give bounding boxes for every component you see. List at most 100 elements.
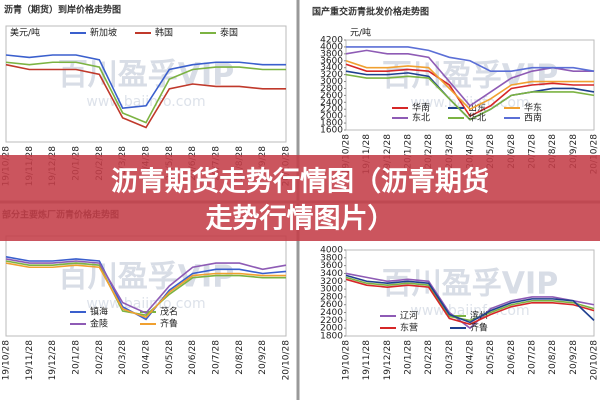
x-tick-label: 20/5/28	[486, 134, 496, 169]
legend-label: 西南	[524, 112, 542, 124]
series-line	[345, 60, 594, 111]
legend-label: 东营	[400, 322, 418, 334]
plot-frame	[5, 25, 287, 143]
banner-band	[0, 155, 600, 241]
y-tick-label: 2200	[320, 316, 343, 326]
legend-label: 金陵	[90, 318, 108, 330]
series-line	[345, 278, 595, 326]
series-line	[345, 272, 595, 330]
x-tick-label: 19/10/28	[342, 134, 352, 175]
x-tick-label: 19/12/28	[48, 340, 58, 381]
x-tick-label: 20/10/28	[282, 340, 292, 381]
x-tick-label: 20/4/28	[142, 340, 152, 375]
charts: 百川盈孚VIPwww.baiinfo.com沥青（期货）到岸价格走势图美元/吨1…	[2, 4, 600, 381]
legend-label: 东北	[412, 112, 430, 124]
series-line	[5, 61, 286, 124]
legend-label: 齐鲁	[470, 322, 488, 334]
y-tick-label: 3800	[320, 49, 343, 59]
x-tick-label: 20/2/28	[424, 134, 434, 169]
series-line	[5, 260, 286, 317]
x-tick-label: 20/4/28	[466, 134, 476, 169]
series-line	[5, 258, 287, 315]
series-line	[345, 276, 595, 322]
y-tick-label: 3400	[320, 269, 343, 279]
chart-title: 国产重交沥青批发价格走势图	[312, 6, 429, 18]
series-line	[5, 63, 286, 129]
series-line	[5, 256, 287, 321]
x-tick-label: 20/6/28	[188, 340, 198, 375]
y-tick-label: 4200	[320, 36, 343, 46]
x-tick-label: 20/8/28	[235, 340, 245, 375]
chart-title: 沥青（期货）到岸价格走势图	[4, 4, 121, 16]
y-tick-label: 3400	[320, 63, 343, 73]
y-tick-label: 4000	[320, 246, 343, 256]
x-tick-label: 19/10/28	[2, 340, 12, 381]
plot-frame	[345, 249, 595, 337]
series-line	[345, 63, 594, 118]
x-tick-label: 20/10/28	[590, 134, 600, 175]
y-tick-label: 2000	[320, 112, 343, 122]
y-tick-label: 2000	[320, 324, 343, 334]
legend-label: 韩国	[155, 27, 173, 39]
x-tick-label: 20/4/28	[466, 340, 476, 375]
x-tick-label: 19/11/28	[25, 340, 35, 381]
y-tick-label: 3200	[320, 70, 343, 80]
x-tick-label: 19/11/28	[362, 340, 372, 381]
x-tick-label: 20/9/28	[569, 340, 579, 375]
y-tick-label: 3800	[320, 253, 343, 263]
x-tick-label: 20/8/28	[548, 134, 558, 169]
legend-label: 齐鲁	[160, 318, 178, 330]
x-tick-label: 20/9/28	[569, 134, 579, 169]
x-tick-label: 20/5/28	[486, 340, 496, 375]
legend-label: 泰国	[220, 27, 238, 39]
y-tick-label: 1600	[320, 126, 343, 136]
y-tick-label: 1800	[320, 332, 343, 342]
y-tick-label: 2400	[320, 98, 343, 108]
legend-label: 新加坡	[90, 27, 117, 39]
y-tick-label: 3000	[320, 285, 343, 295]
y-tick-label: 3600	[320, 261, 343, 271]
y-tick-label: 2200	[320, 105, 343, 115]
x-tick-label: 19/11/28	[362, 134, 372, 175]
x-tick-label: 20/9/28	[258, 340, 268, 375]
y-tick-label: 2800	[320, 292, 343, 302]
x-tick-label: 19/12/28	[383, 340, 393, 381]
y-tick-label: 2600	[320, 91, 343, 101]
unit-label: 美元/吨	[10, 27, 40, 39]
x-tick-label: 20/3/28	[118, 340, 128, 375]
y-tick-label: 4000	[320, 42, 343, 52]
legend-label: 华东	[524, 102, 542, 114]
legend-label: 华南	[412, 102, 430, 114]
y-tick-label: 1800	[320, 119, 343, 129]
series-line	[5, 54, 286, 110]
x-tick-label: 20/3/28	[445, 340, 455, 375]
x-tick-label: 20/8/28	[548, 340, 558, 375]
x-tick-label: 20/7/28	[528, 340, 538, 375]
series-line	[345, 73, 595, 121]
series-line	[5, 262, 286, 319]
legend-label: 茂名	[160, 306, 178, 318]
x-tick-label: 20/3/28	[445, 134, 455, 169]
y-tick-label: 3000	[320, 77, 343, 87]
y-tick-label: 2600	[320, 300, 343, 310]
x-tick-label: 20/1/28	[404, 340, 414, 375]
y-tick-label: 3600	[320, 56, 343, 66]
watermark-url: www.baiinfo.com	[86, 94, 205, 110]
series-line	[346, 46, 595, 72]
banner-title: 沥青期货走势行情图（沥青期货	[111, 166, 489, 198]
x-tick-label: 19/12/28	[383, 134, 393, 175]
legend-label: 辽河	[400, 310, 418, 322]
x-tick-label: 20/7/28	[528, 134, 538, 169]
x-tick-label: 20/2/28	[424, 340, 434, 375]
y-tick-label: 2400	[320, 308, 343, 318]
y-tick-label: 2800	[320, 84, 343, 94]
x-tick-label: 20/1/28	[72, 340, 82, 375]
series-line	[345, 274, 595, 324]
x-tick-label: 20/5/28	[165, 340, 175, 375]
banner-title: 走势行情图片）	[206, 203, 395, 235]
legend-label: 华北	[468, 112, 486, 124]
x-tick-label: 19/10/28	[342, 340, 352, 381]
y-tick-label: 3200	[320, 277, 343, 287]
